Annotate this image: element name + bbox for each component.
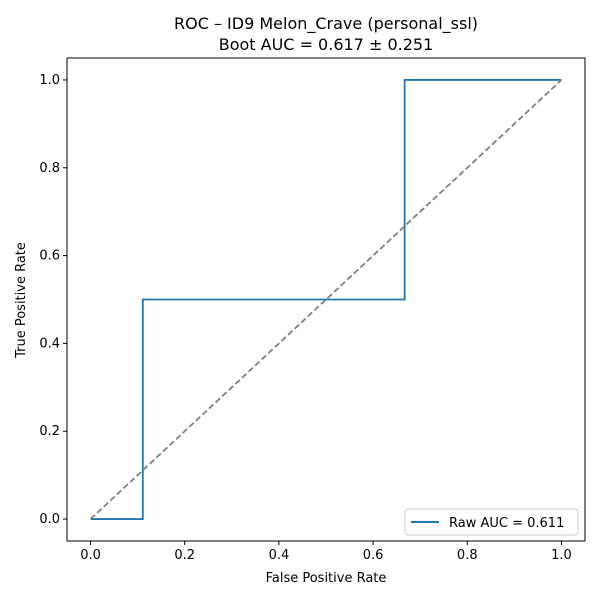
chart-title: ROC – ID9 Melon_Crave (personal_ssl) xyxy=(174,14,478,34)
y-tick-label: 1.0 xyxy=(39,73,60,88)
plot-frame xyxy=(66,57,586,542)
x-tick-label: 0.2 xyxy=(174,548,195,563)
legend-box xyxy=(404,508,579,536)
x-axis-label: False Positive Rate xyxy=(266,571,387,586)
y-tick-label: 0.0 xyxy=(39,512,60,527)
x-tick-label: 0.8 xyxy=(457,548,478,563)
y-tick-label: 0.2 xyxy=(39,424,60,439)
y-axis-label: True Positive Rate xyxy=(14,242,29,359)
chart-subtitle: Boot AUC = 0.617 ± 0.251 xyxy=(219,35,434,54)
x-tick-label: 1.0 xyxy=(551,548,572,563)
legend-label-raw-auc: Raw AUC = 0.611 xyxy=(449,516,564,531)
y-tick-label: 0.4 xyxy=(39,336,60,351)
legend: Raw AUC = 0.611 xyxy=(404,508,579,536)
y-tick-label: 0.6 xyxy=(39,249,60,264)
x-tick-label: 0.4 xyxy=(269,548,290,563)
random-baseline-line xyxy=(89,79,563,520)
y-tick-label: 0.8 xyxy=(39,161,60,176)
x-tick-label: 0.6 xyxy=(363,548,384,563)
x-tick-label: 0.0 xyxy=(80,548,101,563)
plot-area: 0.0 0.2 0.4 0.6 0.8 1.0 0.0 0.2 0.4 0.6 0.8 1.0 xyxy=(39,57,586,563)
roc-curve-line xyxy=(90,79,562,520)
